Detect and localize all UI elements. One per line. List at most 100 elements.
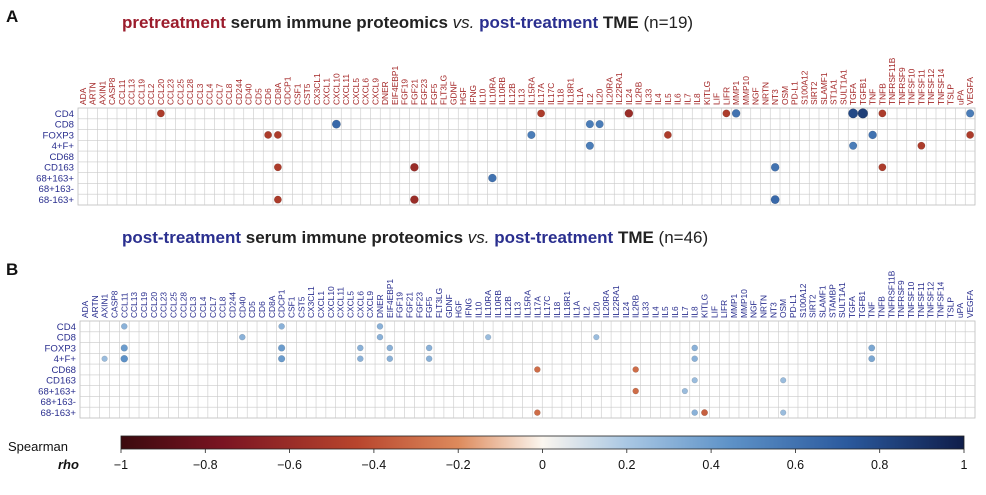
panel-b-col-label: HGF xyxy=(454,300,464,318)
panel-a-letter: A xyxy=(6,7,18,26)
panel-b-row-label: FOXP3 xyxy=(45,343,76,354)
panel-b-col-label: ADA xyxy=(80,300,90,318)
panel-a-col-label: CD40 xyxy=(244,83,254,105)
panel-a-col-label: CCL23 xyxy=(166,79,176,105)
panel-b-col-label: CCL28 xyxy=(178,292,188,318)
panel-a-title-part-5: (n=19) xyxy=(639,13,693,32)
panel-a-col-label: IL4 xyxy=(653,93,663,105)
panel-b-col-label: IL18R1 xyxy=(562,291,572,318)
panel-a-col-label: SULT1A1 xyxy=(838,69,848,105)
panel-b-col-label: SLAMF1 xyxy=(818,285,828,318)
panel-a-col-label: FGF21 xyxy=(409,79,419,105)
panel-a-point xyxy=(527,130,536,140)
panel-a-col-label: TNFSF14 xyxy=(936,68,946,105)
panel-a-col-label: TGFB1 xyxy=(858,78,868,105)
panel-b-col-label: TGFB1 xyxy=(857,291,867,318)
panel-a-col-label: NRTN xyxy=(760,82,770,105)
panel-a-col-label: TSLP xyxy=(946,84,956,105)
panel-a-point xyxy=(878,109,887,118)
panel-a-col-label: CCL25 xyxy=(175,79,185,105)
panel-a-col-label: ADA xyxy=(78,87,88,105)
panel-b-col-label: TNFSF11 xyxy=(916,282,926,318)
panel-a-col-label: FGF19 xyxy=(400,79,410,105)
panel-b-col-label: SIRT2 xyxy=(808,294,818,318)
panel-a-row-label: 4+F+ xyxy=(52,141,75,152)
panel-b-row-label: 4+F+ xyxy=(54,354,77,365)
panel-b-point xyxy=(534,409,541,416)
panel-b-col-label: GDNF xyxy=(444,294,454,318)
panel-b-point xyxy=(593,334,600,341)
panel-a-point xyxy=(663,131,672,139)
panel-a-point xyxy=(966,109,975,118)
panel-a-point xyxy=(731,109,741,118)
panel-a-col-label: NGF xyxy=(751,87,761,105)
panel-b-col-label: CXCL10 xyxy=(326,286,336,318)
panel-b-col-label: CXCL11 xyxy=(336,287,346,318)
panel-a-col-label: IL7 xyxy=(682,93,692,105)
panel-b-point xyxy=(868,344,876,352)
panel-a-col-label: CCL3 xyxy=(195,83,205,105)
panel-b-point xyxy=(691,344,698,352)
panel-a-col-label: CCL19 xyxy=(136,79,146,105)
panel-b-col-label: IL10 xyxy=(473,301,483,318)
panel-b-col-label: CXCL6 xyxy=(355,291,365,318)
panel-b-col-label: NT3 xyxy=(768,302,778,318)
panel-b-point xyxy=(278,323,285,330)
panel-b-point xyxy=(534,366,541,373)
panel-b-col-label: AXIN1 xyxy=(100,293,110,318)
panel-b-col-label: IL33 xyxy=(641,301,651,318)
panel-b-col-label: IL10RA xyxy=(483,290,493,318)
panel-a-col-label: KITLG xyxy=(702,81,712,105)
panel-a-col-label: LIFR xyxy=(721,87,731,105)
panel-b-col-label: IL20 xyxy=(591,301,601,318)
panel-a-point xyxy=(264,131,273,139)
panel-a-col-label: IFNG xyxy=(468,85,478,105)
panel-a-col-label: IL24 xyxy=(624,88,634,105)
panel-b-col-label: CCL11 xyxy=(119,292,129,318)
panel-a-col-label: FGF5 xyxy=(429,83,439,105)
panel-b-col-label: CCL8 xyxy=(218,296,228,318)
panel-a-col-label: TNF xyxy=(868,89,878,105)
panel-b-point xyxy=(386,344,394,352)
panel-b-col-label: MMP10 xyxy=(739,289,749,318)
panel-b-point xyxy=(691,377,698,384)
panel-a-col-label: CXCL1 xyxy=(322,78,332,105)
panel-b-col-label: IL18 xyxy=(552,301,562,318)
panel-b-col-label: FGF5 xyxy=(424,296,434,318)
colorbar-tick-label: 0.4 xyxy=(702,458,719,472)
panel-b-col-label: IL6 xyxy=(670,306,680,318)
panel-a-row-label: 68+163+ xyxy=(36,173,74,184)
panel-a-col-label: SLAMF1 xyxy=(819,72,829,105)
panel-a-col-label: FLT3LG xyxy=(439,75,449,105)
panel-b-row-label: 68+163- xyxy=(41,397,76,408)
panel-b-col-label: LIF xyxy=(709,306,719,318)
panel-a-point xyxy=(857,108,868,119)
colorbar-tick-label: 0.2 xyxy=(618,458,635,472)
panel-a-col-label: CCL11 xyxy=(117,79,127,105)
panel-a-col-label: IL20 xyxy=(595,88,605,105)
panel-a-title-part-1: serum immune proteomics xyxy=(226,13,453,32)
panel-a-col-label: IL20RA xyxy=(604,77,614,105)
panel-a-point xyxy=(770,195,780,205)
panel-b-point xyxy=(386,355,394,362)
panel-b-col-label: TNFSF10 xyxy=(906,281,916,318)
panel-a-col-label: IL10 xyxy=(478,88,488,105)
panel-a-row-label: CD163 xyxy=(44,163,74,174)
panel-b-col-label: KITLG xyxy=(700,294,710,318)
panel-a-col-label: TNFRSF11B xyxy=(887,57,897,105)
panel-a-point xyxy=(273,163,282,172)
panel-a-gridlines xyxy=(78,108,975,205)
colorbar-label-rho: rho xyxy=(58,457,79,472)
panel-b-title-part-0: post-treatment xyxy=(122,228,241,247)
panel-b-col-label: TGFA xyxy=(847,296,857,318)
panel-a-row-label: 68+163- xyxy=(39,184,74,195)
panel-b-col-label: CXCL1 xyxy=(316,291,326,318)
panel-a-col-label: IL5 xyxy=(663,93,673,105)
panel-b-col-label: CD244 xyxy=(227,292,237,318)
colorbar: Spearman rho −1 −0.8 −0.6 −0.4 −0.2 0 0.2 0.4 0.… xyxy=(8,435,968,472)
panel-a-col-label: IL6 xyxy=(673,93,683,105)
panel-a-col-label: AXIN1 xyxy=(97,80,107,105)
panel-a-point xyxy=(156,109,165,118)
panel-a-title: pretreatment serum immune proteomics vs.… xyxy=(122,13,693,32)
panel-a-col-label: MMP10 xyxy=(741,76,751,105)
